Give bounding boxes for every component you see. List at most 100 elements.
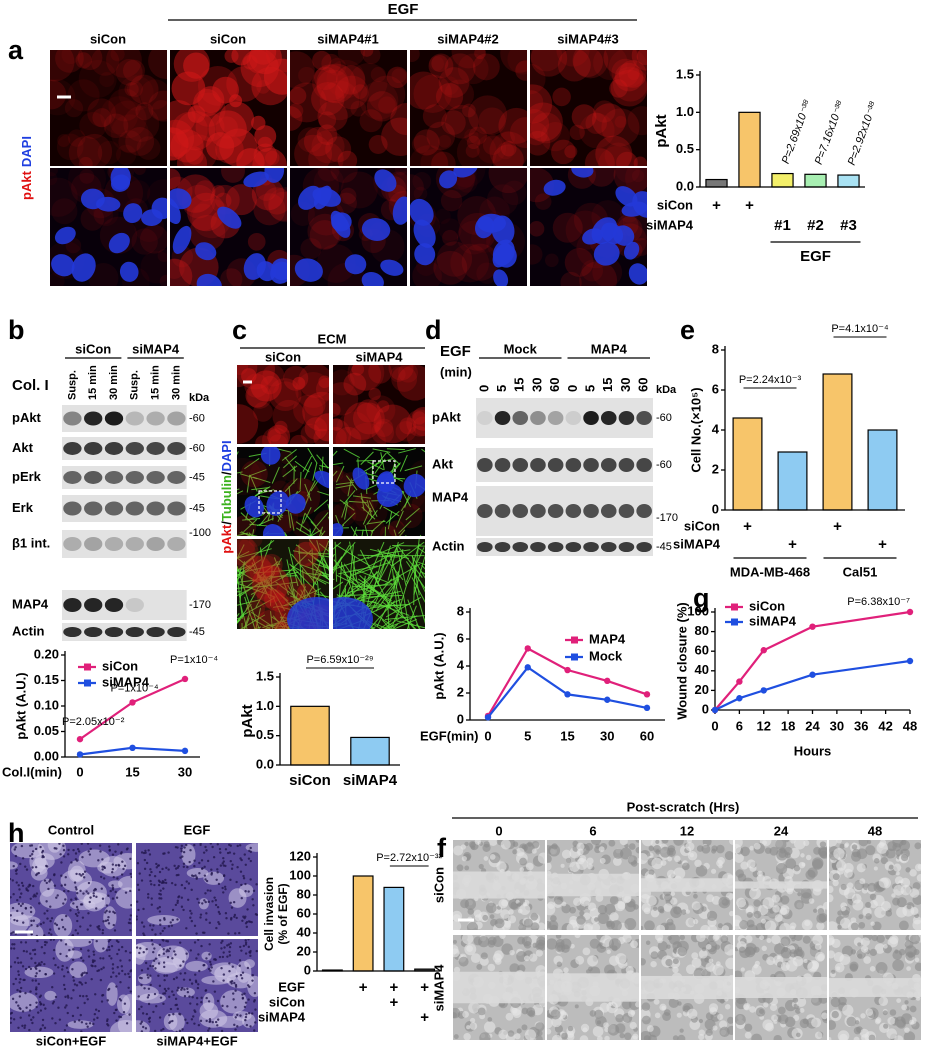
cell (170, 1008, 172, 1010)
cell (191, 920, 193, 922)
cell (599, 846, 605, 852)
cell (211, 872, 213, 874)
band (566, 542, 582, 552)
x-tick-label: 48 (903, 718, 917, 733)
cell (149, 975, 151, 977)
cell (653, 907, 657, 911)
kda-mark: -45 (189, 626, 205, 638)
blot (62, 405, 187, 432)
band (512, 542, 528, 552)
cell (226, 955, 228, 957)
stain (246, 600, 265, 619)
cell (245, 952, 247, 954)
band (619, 458, 635, 472)
cell (744, 1024, 752, 1032)
cell (610, 896, 619, 905)
cell (825, 835, 837, 847)
band (512, 458, 528, 472)
cell (77, 1007, 79, 1009)
cell (496, 861, 506, 871)
cell (249, 955, 251, 957)
lane-label: 5 (582, 385, 597, 392)
cell (105, 920, 107, 922)
cell (53, 972, 55, 974)
cell (124, 973, 126, 975)
band (530, 458, 546, 472)
patch (2, 861, 18, 869)
cell (248, 857, 250, 859)
cell (566, 858, 571, 863)
patch (7, 992, 38, 1012)
patch (67, 1020, 93, 1029)
stain (172, 71, 206, 105)
cell (668, 850, 673, 855)
y-tick-label: 0.0 (256, 756, 274, 771)
cell (779, 923, 790, 934)
cell (254, 999, 256, 1001)
cell (673, 949, 677, 953)
cell (31, 1022, 33, 1024)
cell (692, 958, 702, 968)
cell (478, 936, 489, 947)
cell (172, 909, 174, 911)
cell (108, 845, 110, 847)
cell (159, 985, 161, 987)
point (129, 745, 135, 751)
cell (763, 1002, 768, 1007)
cell (25, 907, 27, 909)
cell (102, 932, 104, 934)
cell (725, 958, 736, 969)
cell (31, 979, 33, 981)
row-mark: + (878, 536, 887, 553)
blot (62, 590, 187, 620)
legend-marker (84, 680, 91, 687)
cell (34, 953, 36, 955)
cell (904, 1000, 908, 1004)
cell (224, 888, 226, 890)
cell (240, 871, 242, 873)
cell (237, 845, 239, 847)
stain (298, 67, 315, 84)
cell (526, 863, 534, 871)
cell (248, 850, 250, 852)
cell (30, 968, 32, 970)
cell (470, 1018, 475, 1023)
lane-label: 15 min (150, 365, 162, 400)
cell (770, 1004, 777, 1011)
cell (129, 890, 131, 892)
cell (24, 1024, 26, 1026)
cell (92, 959, 94, 961)
cell (563, 967, 568, 972)
cell (699, 1019, 703, 1023)
cell (116, 953, 118, 955)
cell (251, 1012, 253, 1014)
cell (168, 925, 170, 927)
cell (25, 968, 27, 970)
band (167, 412, 185, 426)
cell (451, 1012, 457, 1018)
cell (218, 911, 220, 913)
fiber (204, 617, 241, 632)
stain (363, 46, 381, 64)
cell (205, 957, 207, 959)
cell (70, 899, 72, 901)
cell (250, 860, 252, 862)
cell (159, 910, 161, 912)
x-axis-label: Col.I(min) (2, 764, 62, 779)
cell (248, 946, 250, 948)
cell (60, 939, 62, 941)
cell (65, 943, 67, 945)
cell (102, 920, 104, 922)
cell (102, 994, 104, 996)
micrograph (158, 157, 303, 300)
cell (717, 1014, 723, 1020)
cell (240, 884, 242, 886)
cell (96, 940, 98, 942)
cell (186, 1022, 188, 1024)
blot (62, 623, 187, 641)
cell (240, 949, 242, 951)
cell (43, 952, 45, 954)
cell (576, 915, 585, 924)
fiber (214, 613, 239, 644)
cell (475, 839, 481, 845)
